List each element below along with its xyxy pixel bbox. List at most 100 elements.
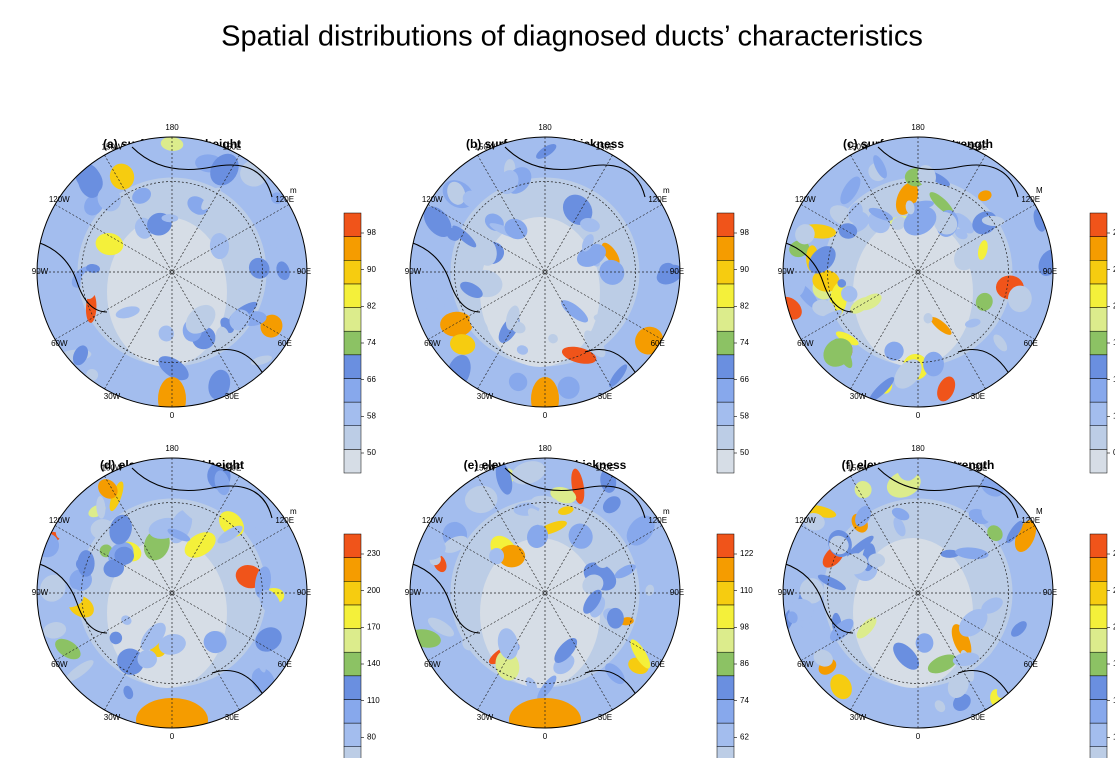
- colorbar-band: [717, 534, 734, 558]
- colorbar-band: [1090, 652, 1107, 676]
- colorbar-band: [1090, 747, 1107, 758]
- colorbar-band: [344, 378, 361, 402]
- longitude-label: 60W: [797, 339, 814, 348]
- colorbar-band: [344, 449, 361, 473]
- colorbar-label: 230: [367, 549, 381, 558]
- longitude-label: 30W: [850, 392, 867, 401]
- colorbar-band: [344, 355, 361, 379]
- figure-title: Spatial distributions of diagnosed ducts…: [221, 21, 923, 53]
- longitude-label: 90W: [405, 588, 422, 597]
- colorbar-band: [344, 402, 361, 426]
- colorbar-label: 74: [367, 338, 376, 347]
- unit-label: m: [663, 507, 670, 516]
- longitude-label: 150E: [596, 142, 615, 151]
- longitude-label: 150E: [596, 463, 615, 472]
- colorbar-band: [717, 652, 734, 676]
- colorbar-label: 122: [740, 549, 754, 558]
- colorbar-band: [1090, 581, 1107, 605]
- colorbar-band: [1090, 213, 1107, 237]
- longitude-label: 60W: [424, 660, 441, 669]
- longitude-label: 30E: [971, 713, 985, 722]
- colorbar-band: [344, 723, 361, 747]
- longitude-label: 90W: [32, 588, 49, 597]
- colorbar-band: [344, 652, 361, 676]
- longitude-label: 0: [916, 411, 921, 420]
- colorbar-band: [1090, 629, 1107, 653]
- colorbar-label: 50: [367, 448, 376, 457]
- longitude-label: 180: [165, 123, 179, 132]
- longitude-label: 120E: [648, 516, 667, 525]
- longitude-label: 150W: [475, 142, 496, 151]
- colorbar-band: [717, 378, 734, 402]
- longitude-label: 90W: [778, 267, 795, 276]
- colorbar-band: [717, 402, 734, 426]
- colorbar-band: [1090, 378, 1107, 402]
- colorbar-label: 90: [740, 265, 749, 274]
- longitude-label: 120W: [795, 516, 816, 525]
- colorbar-band: [344, 558, 361, 582]
- colorbar-band: [717, 723, 734, 747]
- colorbar-band: [717, 331, 734, 355]
- map: [30, 458, 307, 742]
- longitude-label: 120W: [49, 195, 70, 204]
- colorbar-label: 66: [367, 375, 376, 384]
- colorbar-band: [717, 747, 734, 758]
- colorbar-band: [717, 284, 734, 308]
- longitude-label: 60E: [1024, 660, 1038, 669]
- colorbar-band: [344, 581, 361, 605]
- longitude-label: 180: [538, 123, 552, 132]
- colorbar-label: 58: [740, 411, 749, 420]
- longitude-label: 90E: [297, 267, 311, 276]
- map: [37, 136, 307, 421]
- longitude-label: 90W: [32, 267, 49, 276]
- unit-label: m: [663, 186, 670, 195]
- colorbar-label: 80: [367, 732, 376, 741]
- colorbar-label: 50: [740, 448, 749, 457]
- longitude-label: 60W: [51, 660, 68, 669]
- colorbar-band: [1090, 284, 1107, 308]
- longitude-label: 90W: [778, 588, 795, 597]
- longitude-label: 120E: [275, 195, 294, 204]
- longitude-label: 90E: [670, 267, 684, 276]
- unit-label: M: [1036, 507, 1043, 516]
- longitude-label: 180: [911, 444, 925, 453]
- colorbar-label: 98: [367, 228, 376, 237]
- longitude-label: 180: [911, 123, 925, 132]
- colorbar-band: [717, 213, 734, 237]
- colorbar-label: 74: [740, 338, 749, 347]
- longitude-label: 30E: [225, 713, 239, 722]
- longitude-label: 120E: [1021, 195, 1040, 204]
- colorbar-label: 66: [740, 375, 749, 384]
- map: [773, 137, 1064, 407]
- colorbar-band: [1090, 449, 1107, 473]
- colorbar-band: [344, 605, 361, 629]
- colorbar-label: 200: [367, 586, 381, 595]
- colorbar-band: [717, 260, 734, 284]
- colorbar-band: [717, 605, 734, 629]
- colorbar-band: [717, 558, 734, 582]
- colorbar-band: [1090, 426, 1107, 450]
- colorbar-band: [1090, 723, 1107, 747]
- colorbar-label: 90: [367, 265, 376, 274]
- colorbar-band: [1090, 308, 1107, 332]
- longitude-label: 60E: [1024, 339, 1038, 348]
- longitude-label: 180: [538, 444, 552, 453]
- colorbar-band: [1090, 699, 1107, 723]
- longitude-label: 150W: [848, 142, 869, 151]
- colorbar-band: [717, 449, 734, 473]
- colorbar-band: [344, 213, 361, 237]
- colorbar-label: 98: [740, 228, 749, 237]
- longitude-label: 30W: [104, 392, 121, 401]
- colorbar-band: [344, 747, 361, 758]
- map: [776, 448, 1053, 728]
- longitude-label: 60W: [797, 660, 814, 669]
- unit-label: m: [290, 507, 297, 516]
- longitude-label: 30W: [850, 713, 867, 722]
- colorbar-band: [344, 534, 361, 558]
- colorbar-band: [1090, 331, 1107, 355]
- unit-label: M: [1036, 186, 1043, 195]
- longitude-label: 90E: [1043, 267, 1057, 276]
- longitude-label: 0: [916, 732, 921, 741]
- colorbar-label: 82: [367, 301, 376, 310]
- longitude-label: 60E: [651, 660, 665, 669]
